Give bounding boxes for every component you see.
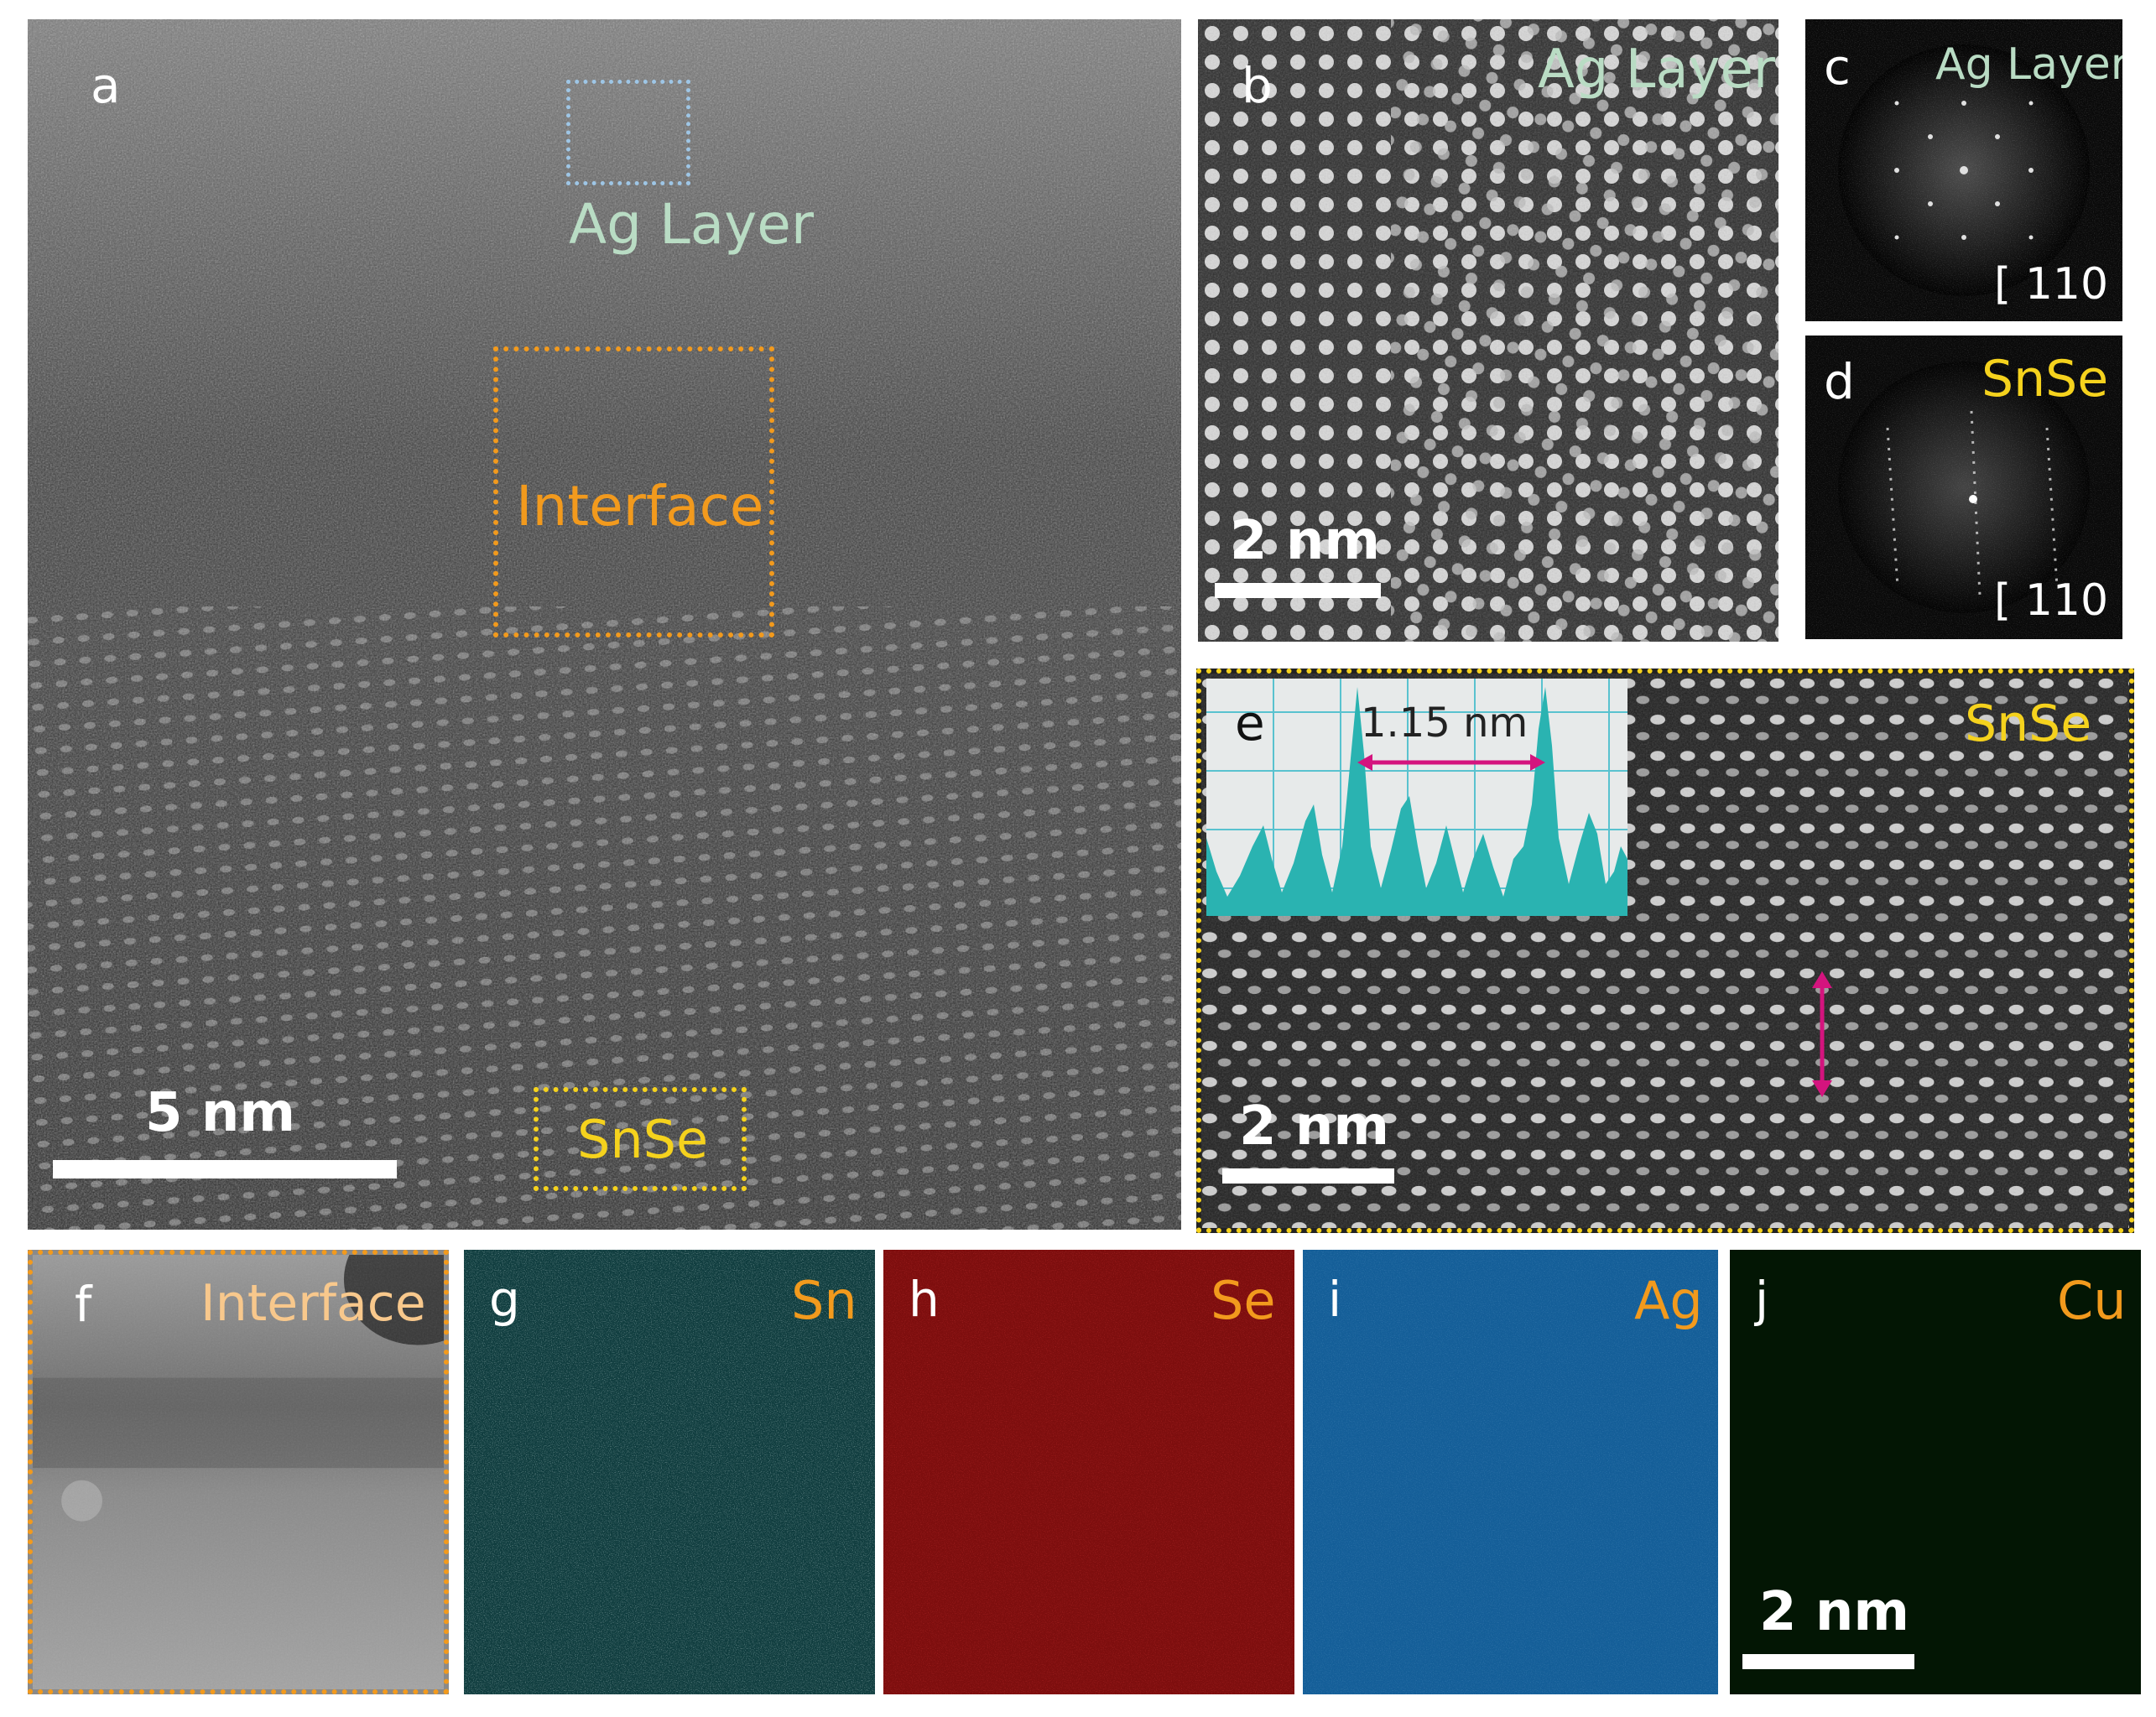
panel-c-zone-axis: [ 110 ] (1994, 259, 2122, 310)
panel-e-snse-image: 1.15 nm e SnSe 2 nm (1196, 669, 2134, 1233)
panel-e-scalebar-label: 2 nm (1239, 1095, 1390, 1158)
panel-e-label: SnSe (1965, 695, 2092, 753)
panel-b-ag-layer-image: b Ag Layer 2 nm (1198, 19, 1778, 642)
panel-g-image (464, 1250, 875, 1694)
panel-e-letter: e (1235, 695, 1265, 752)
panel-a-hrtem-image: a Ag Layer Interface SnSe 5 nm (28, 19, 1181, 1230)
panel-h-label: Se (1211, 1270, 1276, 1331)
panel-d-fft-snse: d SnSe [ 110 ] (1805, 336, 2122, 639)
panel-j-scalebar-label: 2 nm (1759, 1581, 1910, 1643)
panel-i-label: Ag (1634, 1270, 1703, 1331)
ag-layer-region-box (566, 80, 690, 185)
panel-j-scalebar (1742, 1654, 1914, 1669)
panel-g-sn-map: g Sn (464, 1250, 875, 1694)
panel-d-zone-axis: [ 110 ] (1994, 575, 2122, 626)
panel-a-image (28, 19, 1181, 1230)
panel-b-scalebar (1215, 583, 1381, 598)
panel-h-se-map: h Se (883, 1250, 1294, 1694)
ag-layer-label: Ag Layer (569, 192, 815, 257)
panel-f-interface-haadf: f Interface (28, 1250, 449, 1694)
panel-i-ag-map: i Ag (1303, 1250, 1718, 1694)
panel-f-label: Interface (200, 1274, 426, 1333)
panel-d-letter: d (1824, 353, 1855, 410)
line-profile-spacing-label: 1.15 nm (1361, 700, 1528, 747)
panel-j-letter: j (1755, 1271, 1769, 1328)
interface-label: Interface (516, 474, 764, 539)
panel-j-cu-map: j Cu 2 nm (1730, 1250, 2141, 1694)
panel-a-scalebar (53, 1160, 397, 1178)
panel-b-image (1198, 19, 1778, 642)
interface-region-box (493, 346, 774, 637)
panel-c-fft-ag-layer: c Ag Layer [ 110 ] (1805, 19, 2122, 321)
panel-a-letter: a (91, 57, 121, 114)
panel-g-label: Sn (791, 1270, 857, 1331)
panel-b-label: Ag Layer (1538, 39, 1776, 101)
panel-i-image (1303, 1250, 1718, 1694)
panel-c-letter: c (1824, 39, 1851, 96)
snse-region-box (534, 1087, 747, 1191)
panel-c-label: Ag Layer (1935, 39, 2122, 90)
panel-d-label: SnSe (1982, 350, 2109, 408)
panel-j-image (1730, 1250, 2141, 1694)
panel-a-scalebar-label: 5 nm (145, 1082, 296, 1144)
panel-j-label: Cu (2057, 1270, 2127, 1331)
panel-g-letter: g (489, 1271, 520, 1328)
panel-d-image (1805, 336, 2122, 639)
panel-f-letter: f (75, 1276, 92, 1333)
snse-label: SnSe (577, 1109, 709, 1170)
panel-f-image (33, 1255, 444, 1689)
panel-h-image (883, 1250, 1294, 1694)
panel-i-letter: i (1328, 1271, 1342, 1328)
panel-e-scalebar (1222, 1168, 1394, 1184)
layer-spacing-arrow (1812, 971, 1832, 1097)
line-profile-trace (1206, 687, 1627, 916)
panel-b-letter: b (1242, 57, 1273, 114)
line-profile-inset (1206, 679, 1627, 916)
panel-h-letter: h (909, 1271, 940, 1328)
panel-c-image (1805, 19, 2122, 321)
panel-b-scalebar-label: 2 nm (1230, 510, 1381, 572)
